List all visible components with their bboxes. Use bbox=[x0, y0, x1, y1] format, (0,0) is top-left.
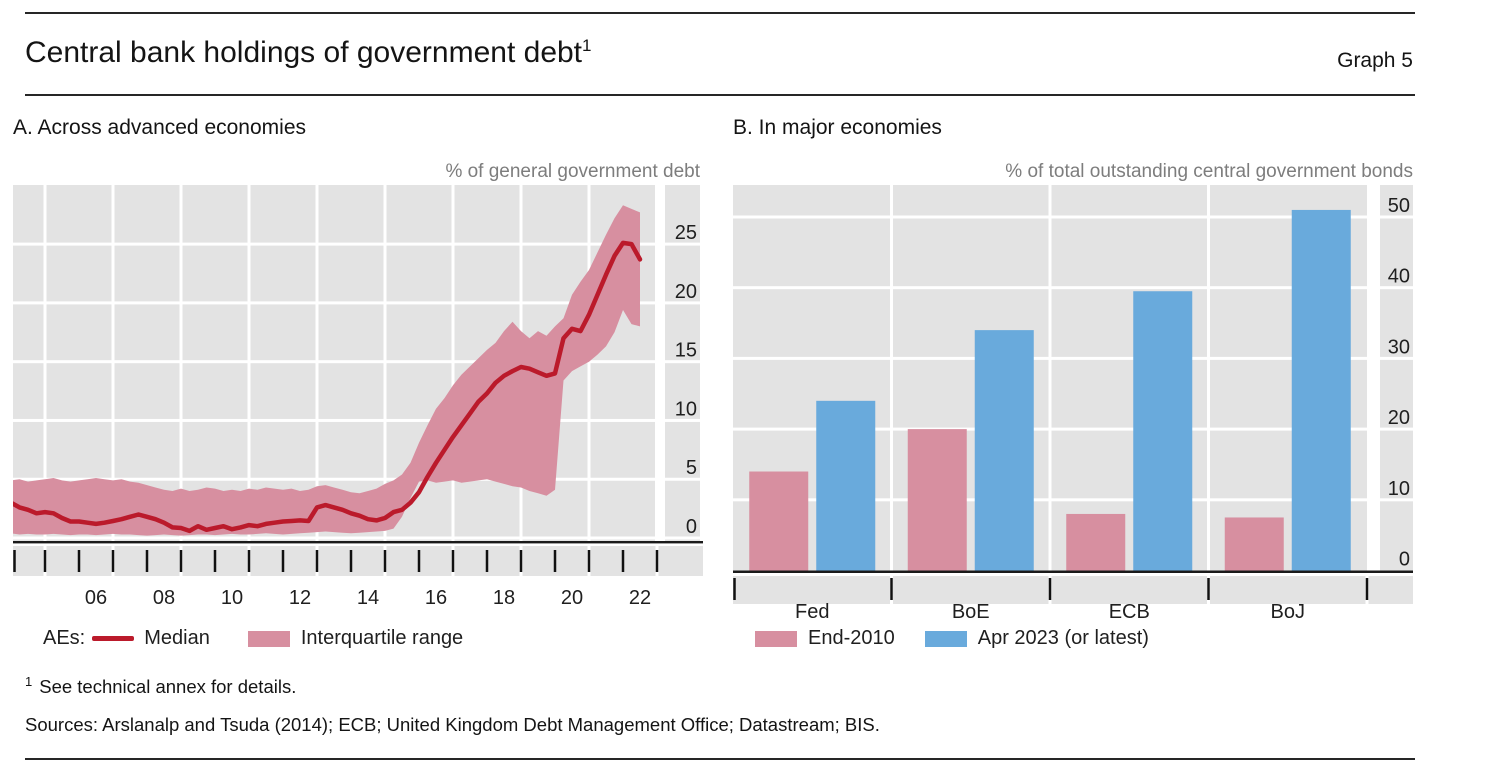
top-divider bbox=[25, 12, 1415, 14]
end-2010-swatch bbox=[755, 630, 797, 647]
axis-tick-label: 10 bbox=[1388, 478, 1410, 500]
page-title-text: Central bank holdings of government debt bbox=[25, 36, 583, 69]
axis-tick-label: 50 bbox=[1388, 195, 1410, 217]
footnote-text: See technical annex for details. bbox=[39, 676, 297, 698]
x-ticks bbox=[733, 576, 1369, 604]
page-title: Central bank holdings of government debt… bbox=[25, 36, 592, 70]
axis-tick-label: BoE bbox=[952, 601, 990, 623]
x-axis-line bbox=[733, 570, 1413, 573]
interquartile-range-band bbox=[13, 205, 640, 536]
axis-tick-label: 10 bbox=[221, 587, 243, 609]
bar-boj-end-2010 bbox=[1224, 517, 1284, 571]
panel-a-legend: AEs: Median Interquartile range bbox=[43, 627, 463, 650]
axis-tick-label: Fed bbox=[795, 601, 829, 623]
y-tick-labels: 0 5 10 15 20 25 bbox=[675, 222, 697, 538]
panel-a-legend-prefix: AEs: bbox=[43, 627, 86, 649]
interquartile-range-legend-label: Interquartile range bbox=[300, 627, 464, 649]
axis-tick-label: 12 bbox=[289, 587, 311, 609]
axis-tick-label: 18 bbox=[493, 587, 515, 609]
x-ticks bbox=[13, 546, 659, 576]
axis-tick-label: ECB bbox=[1109, 601, 1150, 623]
panel-a-unit-label: % of general government debt bbox=[445, 161, 700, 182]
bar-ecb-apr-2023 bbox=[1133, 291, 1193, 571]
sources-line: Sources: Arslanalp and Tsuda (2014); ECB… bbox=[25, 714, 880, 735]
tick-strip bbox=[13, 546, 703, 576]
interquartile-range-swatch bbox=[247, 630, 290, 647]
x-axis-line bbox=[13, 541, 703, 544]
panel-b-chart: Fed BoE ECB BoJ 0 10 20 30 40 50 bbox=[733, 185, 1413, 623]
median-line bbox=[13, 240, 643, 534]
axis-tick-label: 5 bbox=[686, 457, 697, 479]
footnote-marker: 1 bbox=[25, 674, 33, 689]
title-divider bbox=[25, 94, 1415, 96]
panel-b-legend: End-2010 Apr 2023 (or latest) bbox=[755, 627, 1149, 650]
axis-tick-label: 14 bbox=[357, 587, 379, 609]
axis-tick-label: 25 bbox=[675, 222, 697, 244]
axis-tick-label: 10 bbox=[675, 398, 697, 420]
y-tick-labels: 0 10 20 30 40 50 bbox=[1388, 195, 1410, 571]
panel-a-title: A. Across advanced economies bbox=[13, 116, 306, 139]
axis-tick-label: 22 bbox=[629, 587, 651, 609]
graph-number-label: Graph 5 bbox=[1337, 49, 1413, 72]
page-title-footnote-marker: 1 bbox=[582, 36, 592, 55]
apr-2023-legend-label: Apr 2023 (or latest) bbox=[977, 627, 1149, 649]
axis-tick-label: BoJ bbox=[1271, 601, 1305, 623]
footnote: 1 See technical annex for details. bbox=[25, 674, 296, 698]
bar-boe-end-2010 bbox=[907, 429, 967, 571]
x-tick-labels: 06 08 10 12 14 16 18 20 22 bbox=[85, 587, 651, 609]
axis-tick-label: 20 bbox=[675, 281, 697, 303]
gridlines bbox=[733, 185, 1413, 571]
axis-tick-label: 08 bbox=[153, 587, 175, 609]
ylabel-strip-background bbox=[1380, 185, 1413, 571]
panel-b-title: B. In major economies bbox=[733, 116, 942, 139]
bars bbox=[749, 209, 1351, 571]
panel-a-chart: 06 08 10 12 14 16 18 20 22 0 5 10 15 20 25 bbox=[13, 185, 703, 609]
median-line-swatch bbox=[92, 636, 135, 641]
bar-fed-end-2010 bbox=[749, 471, 809, 571]
apr-2023-swatch bbox=[924, 630, 967, 647]
axis-tick-label: 40 bbox=[1388, 266, 1410, 288]
median-legend-label: Median bbox=[144, 627, 210, 649]
category-labels: Fed BoE ECB BoJ bbox=[795, 601, 1305, 623]
panel-b-unit-label: % of total outstanding central governmen… bbox=[1005, 161, 1413, 182]
axis-tick-label: 0 bbox=[1399, 549, 1410, 571]
tick-strip bbox=[733, 576, 1413, 604]
bar-ecb-end-2010 bbox=[1066, 513, 1126, 571]
bar-boe-apr-2023 bbox=[974, 330, 1034, 571]
axis-tick-label: 30 bbox=[1388, 336, 1410, 358]
end-2010-legend-label: End-2010 bbox=[808, 627, 895, 649]
axis-tick-label: 16 bbox=[425, 587, 447, 609]
bar-fed-apr-2023 bbox=[816, 400, 876, 571]
axis-tick-label: 20 bbox=[561, 587, 583, 609]
axis-tick-label: 06 bbox=[85, 587, 107, 609]
axis-tick-label: 20 bbox=[1388, 407, 1410, 429]
axis-tick-label: 0 bbox=[686, 516, 697, 538]
bottom-divider bbox=[25, 758, 1415, 760]
bar-boj-apr-2023 bbox=[1291, 209, 1351, 571]
axis-tick-label: 15 bbox=[675, 340, 697, 362]
